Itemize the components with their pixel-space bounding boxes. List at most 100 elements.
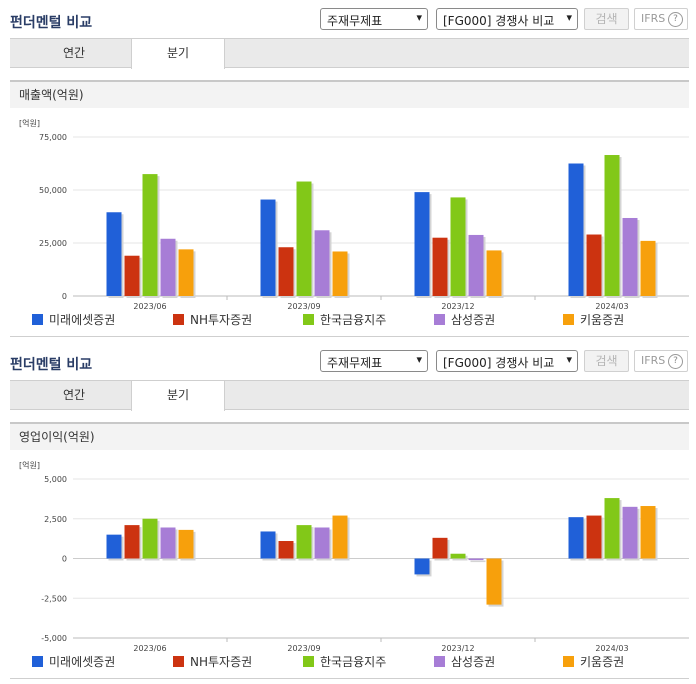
legend-item[interactable]: 키움증권 bbox=[563, 654, 624, 670]
bar bbox=[278, 247, 294, 296]
chevron-down-icon: ▾ bbox=[416, 11, 422, 24]
chevron-down-icon: ▾ bbox=[566, 11, 572, 24]
x-tick-label: 2023/12 bbox=[441, 644, 474, 653]
panel-title: 펀더멘털 비교 bbox=[10, 15, 93, 31]
bar bbox=[332, 251, 348, 296]
bar bbox=[468, 234, 484, 296]
search-button[interactable]: 검색 bbox=[584, 8, 629, 30]
fundamental-panel-operating-profit: 펀더멘털 비교 주재무제표 ▾ [FG000] 경쟁사 비교 ▾ 검색 IFRS… bbox=[0, 342, 696, 684]
bar bbox=[640, 240, 656, 296]
statement-type-value: 주재무제표 bbox=[327, 356, 383, 370]
bar bbox=[296, 181, 312, 296]
chart-legend: 미래에셋증권 NH투자증권 한국금융지주 삼성증권 키움증권 bbox=[32, 654, 682, 672]
y-tick-label: 50,000 bbox=[39, 186, 67, 195]
chart-title: 영업이익(억원) bbox=[10, 422, 689, 450]
bar bbox=[450, 197, 466, 296]
bar bbox=[586, 234, 602, 296]
x-tick-label: 2023/09 bbox=[287, 644, 320, 653]
legend-item[interactable]: 삼성증권 bbox=[434, 654, 495, 670]
legend-item[interactable]: 미래에셋증권 bbox=[32, 312, 115, 328]
bar bbox=[414, 192, 430, 296]
bar bbox=[622, 506, 638, 559]
statement-type-value: 주재무제표 bbox=[327, 14, 383, 28]
compare-group-select[interactable]: [FG000] 경쟁사 비교 ▾ bbox=[436, 350, 578, 372]
tab-quarterly[interactable]: 분기 bbox=[131, 39, 225, 69]
bar bbox=[332, 515, 348, 559]
bar bbox=[432, 237, 448, 296]
y-tick-label: 25,000 bbox=[39, 239, 67, 248]
legend-item[interactable]: 한국금융지주 bbox=[303, 312, 386, 328]
compare-group-value: [FG000] 경쟁사 비교 bbox=[443, 14, 555, 28]
tab-quarterly[interactable]: 분기 bbox=[131, 381, 225, 411]
tab-annual[interactable]: 연간 bbox=[62, 388, 86, 402]
legend-swatch bbox=[303, 314, 314, 325]
bar bbox=[160, 238, 176, 296]
legend-item[interactable]: 미래에셋증권 bbox=[32, 654, 115, 670]
compare-group-select[interactable]: [FG000] 경쟁사 비교 ▾ bbox=[436, 8, 578, 30]
bar-shadow bbox=[470, 560, 486, 563]
legend-item[interactable]: 한국금융지주 bbox=[303, 654, 386, 670]
legend-item[interactable]: 삼성증권 bbox=[434, 312, 495, 328]
legend-label: 한국금융지주 bbox=[320, 313, 387, 327]
fundamental-panel-sales: 펀더멘털 비교 주재무제표 ▾ [FG000] 경쟁사 비교 ▾ 검색 IFRS… bbox=[10, 8, 689, 337]
period-tabs: 연간 분기 bbox=[10, 380, 689, 411]
bar bbox=[568, 517, 584, 559]
legend-label: 키움증권 bbox=[580, 313, 625, 327]
bar bbox=[486, 558, 502, 605]
search-button[interactable]: 검색 bbox=[584, 350, 629, 372]
legend-item[interactable]: NH투자증권 bbox=[173, 654, 252, 670]
statement-type-select[interactable]: 주재무제표 ▾ bbox=[320, 350, 428, 372]
bar bbox=[314, 527, 330, 559]
bar bbox=[414, 558, 430, 575]
x-tick-label: 2023/06 bbox=[133, 302, 166, 311]
statement-type-select[interactable]: 주재무제표 ▾ bbox=[320, 8, 428, 30]
unit-label: [억원] bbox=[19, 460, 40, 470]
legend-item[interactable]: NH투자증권 bbox=[173, 312, 252, 328]
y-tick-label: 0 bbox=[62, 555, 67, 564]
bar bbox=[260, 199, 276, 296]
bar bbox=[124, 525, 140, 559]
tab-annual[interactable]: 연간 bbox=[62, 46, 86, 60]
legend-swatch bbox=[434, 314, 445, 325]
bar bbox=[486, 250, 502, 296]
x-tick-label: 2024/03 bbox=[595, 302, 628, 311]
panel-title: 펀더멘털 비교 bbox=[10, 357, 93, 373]
help-icon[interactable]: ? bbox=[668, 12, 683, 27]
y-tick-label: -5,000 bbox=[41, 634, 67, 643]
ifrs-toggle[interactable]: IFRS ? bbox=[634, 350, 688, 372]
y-tick-label: 75,000 bbox=[39, 133, 67, 142]
period-tabs: 연간 분기 bbox=[10, 38, 689, 69]
y-tick-label: 2,500 bbox=[44, 515, 67, 524]
legend-label: 미래에셋증권 bbox=[49, 313, 116, 327]
bar bbox=[296, 525, 312, 559]
ifrs-label: IFRS bbox=[641, 354, 666, 367]
sales-bar-chart: [억원] 0 25,000 50,000 75,000 2023/06 2023/09 202… bbox=[19, 118, 689, 311]
ifrs-label: IFRS bbox=[641, 12, 666, 25]
bar bbox=[142, 174, 158, 296]
unit-label: [억원] bbox=[19, 118, 40, 128]
help-icon[interactable]: ? bbox=[668, 354, 683, 369]
y-tick-label: 0 bbox=[62, 292, 67, 301]
x-tick-label: 2023/09 bbox=[287, 302, 320, 311]
legend-label: NH투자증권 bbox=[190, 655, 253, 669]
legend-label: NH투자증권 bbox=[190, 313, 253, 327]
y-tick-label: -2,500 bbox=[41, 594, 67, 603]
chart-legend: 미래에셋증권 NH투자증권 한국금융지주 삼성증권 키움증권 bbox=[32, 312, 682, 330]
legend-item[interactable]: 키움증권 bbox=[563, 312, 624, 328]
legend-label: 키움증권 bbox=[580, 655, 625, 669]
legend-swatch bbox=[173, 314, 184, 325]
bar bbox=[450, 553, 466, 559]
bar bbox=[314, 230, 330, 296]
bar bbox=[106, 534, 122, 559]
legend-swatch bbox=[32, 656, 43, 667]
chart-container: 영업이익(억원) [억원] -5,000 -2,500 0 2,500 5,000 2023… bbox=[10, 422, 689, 679]
legend-label: 미래에셋증권 bbox=[49, 655, 116, 669]
bar bbox=[124, 255, 140, 296]
bar bbox=[622, 217, 638, 296]
bar bbox=[586, 515, 602, 559]
bar bbox=[178, 529, 194, 559]
ifrs-toggle[interactable]: IFRS ? bbox=[634, 8, 688, 30]
bar bbox=[278, 541, 294, 559]
bar bbox=[568, 163, 584, 296]
x-tick-label: 2023/12 bbox=[441, 302, 474, 311]
